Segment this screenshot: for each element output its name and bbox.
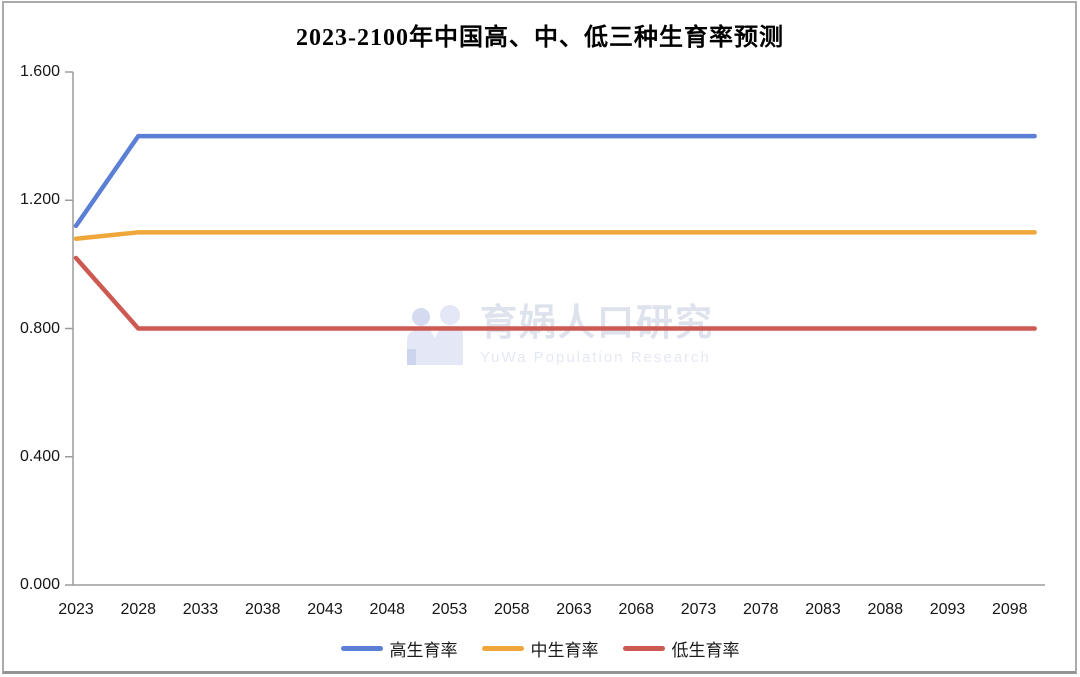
x-axis-label: 2043 xyxy=(307,601,343,618)
x-axis-label: 2048 xyxy=(369,601,406,618)
series-line-2 xyxy=(73,230,1037,241)
legend-swatch xyxy=(340,645,383,651)
y-axis-label: 1.600 xyxy=(19,63,60,80)
x-axis-label: 2063 xyxy=(556,601,592,618)
x-axis-label: 2098 xyxy=(991,601,1028,618)
x-axis-label: 2093 xyxy=(929,601,966,618)
x-axis-label: 2033 xyxy=(182,601,219,618)
legend-label: 中生育率 xyxy=(530,640,599,660)
x-axis-label: 2058 xyxy=(493,601,530,618)
x-axis-label: 2038 xyxy=(244,601,281,618)
series-line-3 xyxy=(73,255,1037,331)
x-axis-label: 2028 xyxy=(120,601,157,618)
y-axis-label: 0.400 xyxy=(19,447,60,465)
series-line-1 xyxy=(73,133,1037,229)
x-axis-label: 2088 xyxy=(867,601,904,618)
legend-label: 高生育率 xyxy=(389,640,458,660)
y-axis-label: 0.800 xyxy=(19,319,60,337)
x-axis-labels: 2023 2028 2033 2038 2043 2048 2053 2058 2063 2068… xyxy=(0,601,1080,621)
x-axis-label: 2078 xyxy=(742,601,779,618)
legend-label: 低生育率 xyxy=(671,640,740,660)
x-axis-label: 2023 xyxy=(58,601,94,618)
x-axis-label: 2073 xyxy=(680,601,717,618)
chart-title: 2023-2100年中国高、中、低三种生育率预测 xyxy=(296,25,784,51)
legend-swatch xyxy=(622,645,665,651)
legend-item: 中生育率 xyxy=(481,636,599,661)
legend-item: 高生育率 xyxy=(340,636,458,661)
legend: 高生育率 中生育率 低生育率 xyxy=(0,636,1080,661)
x-axis-label: 2083 xyxy=(805,601,841,618)
x-axis-label: 2068 xyxy=(618,601,655,618)
y-axis-label: 0.000 xyxy=(19,576,60,593)
legend-item: 低生育率 xyxy=(622,636,740,661)
legend-swatch xyxy=(481,645,524,651)
x-axis-label: 2053 xyxy=(431,601,468,618)
y-axis-label: 1.200 xyxy=(19,191,60,209)
y-axis-labels: 1.600 1.200 0.800 0.400 0.000 xyxy=(0,0,70,600)
